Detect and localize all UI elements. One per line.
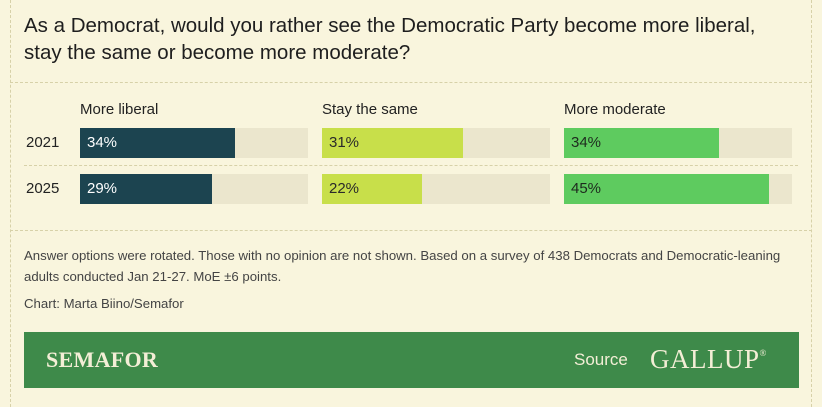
bar-track: 34% [80, 128, 308, 158]
bar-2025-more-liberal [80, 174, 213, 204]
data-label: 22% [329, 180, 360, 197]
legend-more-moderate: More moderate [564, 101, 666, 118]
data-label: 29% [87, 180, 118, 197]
bar-track: 29% [80, 174, 308, 204]
source-label: Source [574, 350, 628, 369]
data-label: 31% [329, 134, 360, 151]
bar-track: 31% [322, 128, 550, 158]
legend-stay-the-same: Stay the same [322, 101, 418, 118]
bar-2025-stay-the-same [322, 174, 423, 204]
bar-2021-more-moderate [564, 128, 720, 158]
bar-track: 22% [322, 174, 550, 204]
chart-frame [10, 0, 812, 407]
registered-mark: ® [759, 348, 767, 358]
gallup-logo[interactable]: GALLUP® [650, 344, 767, 374]
legend-more-liberal: More liberal [80, 101, 159, 118]
row-divider [24, 165, 798, 166]
chart-title: As a Democrat, would you rather see the … [24, 14, 756, 64]
bar-2025-more-moderate [564, 174, 770, 204]
data-label: 45% [571, 180, 602, 197]
year-label-2025: 2025 [26, 180, 60, 197]
chart-note: Answer options were rotated. Those with … [24, 248, 781, 284]
divider-bottom [10, 230, 812, 231]
footer-bar: SEMAFOR Source GALLUP® [24, 332, 799, 388]
bar-track: 34% [564, 128, 792, 158]
semafor-logo[interactable]: SEMAFOR [46, 347, 159, 372]
chart-credit: Chart: Marta Biino/Semafor [24, 296, 184, 311]
data-label: 34% [87, 134, 118, 151]
bar-track: 45% [564, 174, 792, 204]
data-label: 34% [571, 134, 602, 151]
bar-2021-more-liberal [80, 128, 236, 158]
bar-2021-stay-the-same [322, 128, 464, 158]
year-label-2021: 2021 [26, 134, 60, 151]
divider-top [10, 82, 812, 83]
